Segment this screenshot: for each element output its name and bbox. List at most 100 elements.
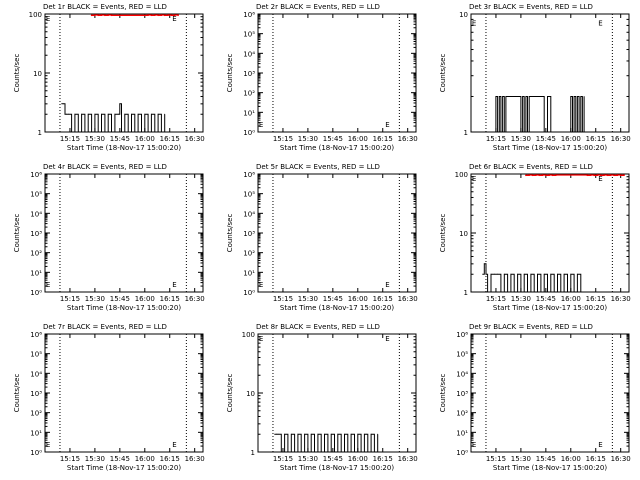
events-point [520, 131, 522, 133]
x-axis-label: Start Time (18-Nov-17 15:00:20) [493, 144, 607, 152]
y-tick-label: 10⁴ [456, 370, 468, 378]
events-point [490, 273, 492, 275]
events-point [497, 131, 498, 133]
events-point [81, 113, 82, 115]
y-tick-label: 10⁴ [243, 210, 255, 218]
x-tick-label: 16:30 [185, 295, 205, 303]
y-tick-label: 10⁵ [30, 191, 42, 199]
plot-frame [470, 13, 630, 133]
lld-point [107, 14, 109, 16]
y-tick-label: 10⁶ [243, 11, 255, 19]
events-point [334, 451, 335, 453]
x-tick-label: 16:15 [160, 135, 180, 143]
y-tick-label: 10⁰ [456, 449, 468, 457]
events-point [117, 113, 119, 115]
events-series-line [61, 103, 166, 133]
lld-point [599, 174, 602, 177]
y-tick-label: 10 [246, 390, 255, 398]
lld-point [596, 174, 599, 176]
events-point [505, 96, 507, 97]
panel-title: Det 6r BLACK = Events, RED = LLD [469, 163, 593, 171]
events-point [290, 433, 292, 435]
events-point [357, 433, 359, 435]
y-tick-label: 1 [251, 449, 255, 457]
e-marker: E [46, 441, 50, 449]
x-tick-label: 16:30 [611, 135, 631, 143]
y-tick-label: 1 [38, 129, 42, 137]
events-point [164, 113, 166, 115]
panel-title: Det 4r BLACK = Events, RED = LLD [43, 163, 167, 171]
x-tick-label: 16:00 [135, 455, 155, 463]
panel-6: Det 6r BLACK = Events, RED = LLD 15:15 15:… [439, 163, 631, 312]
e-marker: E [172, 441, 176, 449]
events-point [94, 113, 96, 115]
y-tick-label: 10⁶ [456, 331, 468, 339]
events-point [580, 96, 582, 97]
e-marker: E [472, 441, 476, 449]
events-point [151, 113, 152, 115]
events-point [71, 131, 72, 133]
events-point [287, 451, 289, 453]
events-point [527, 291, 528, 293]
events-point [354, 451, 355, 453]
events-point [573, 96, 575, 97]
events-point [583, 96, 585, 97]
y-tick-label: 10⁶ [243, 171, 255, 179]
x-tick-label: 15:15 [273, 295, 293, 303]
y-tick-label: 100 [29, 11, 42, 19]
y-axis-label: Counts/sec [439, 54, 447, 93]
y-axis-label: Counts/sec [226, 374, 234, 413]
events-point [97, 131, 99, 133]
x-tick-label: 16:15 [160, 295, 180, 303]
x-axis-label: Start Time (18-Nov-17 15:00:20) [67, 304, 181, 312]
events-point [543, 131, 545, 133]
y-tick-label: 10 [459, 230, 468, 238]
events-point [377, 433, 379, 435]
y-tick-label: 10 [459, 11, 468, 19]
lld-point [619, 174, 622, 177]
lld-point [548, 174, 550, 176]
x-tick-label: 15:30 [511, 455, 531, 463]
events-point [294, 451, 295, 453]
y-tick-label: 10⁵ [456, 351, 468, 359]
events-point [523, 273, 525, 275]
x-tick-label: 15:15 [486, 135, 506, 143]
events-point [500, 131, 502, 133]
x-tick-label: 15:45 [110, 295, 130, 303]
events-point [337, 433, 339, 435]
events-point [528, 96, 530, 97]
lld-point [163, 14, 166, 17]
events-point [495, 96, 497, 97]
x-tick-label: 15:15 [273, 135, 293, 143]
e-marker: E [472, 175, 476, 183]
events-point [274, 433, 275, 435]
x-axis-label: Start Time (18-Nov-17 15:00:20) [280, 464, 394, 472]
e-marker: E [46, 15, 50, 23]
y-tick-label: 10⁰ [30, 289, 42, 297]
events-point [350, 433, 352, 435]
lld-point [94, 14, 96, 16]
e-marker: E [46, 281, 50, 289]
e-marker: E [172, 15, 176, 23]
events-point [147, 131, 149, 133]
y-tick-label: 10¹ [456, 429, 468, 437]
events-point [572, 131, 573, 133]
events-point [374, 451, 375, 453]
events-point [575, 131, 577, 133]
x-tick-label: 15:30 [85, 135, 105, 143]
x-tick-label: 16:15 [373, 135, 393, 143]
x-tick-label: 15:45 [323, 135, 343, 143]
x-tick-label: 15:30 [511, 135, 531, 143]
x-tick-label: 15:15 [60, 135, 80, 143]
x-tick-label: 16:30 [398, 135, 418, 143]
lld-point [623, 174, 625, 176]
events-point [483, 263, 485, 265]
x-tick-label: 16:30 [611, 295, 631, 303]
lld-point [603, 174, 605, 176]
events-point [577, 273, 578, 275]
y-tick-label: 10⁰ [243, 129, 255, 137]
events-point [300, 451, 302, 453]
lld-point [593, 174, 595, 177]
x-tick-label: 15:45 [110, 455, 130, 463]
panel-3: Det 3r BLACK = Events, RED = LLD 15:15 15:… [439, 3, 631, 152]
